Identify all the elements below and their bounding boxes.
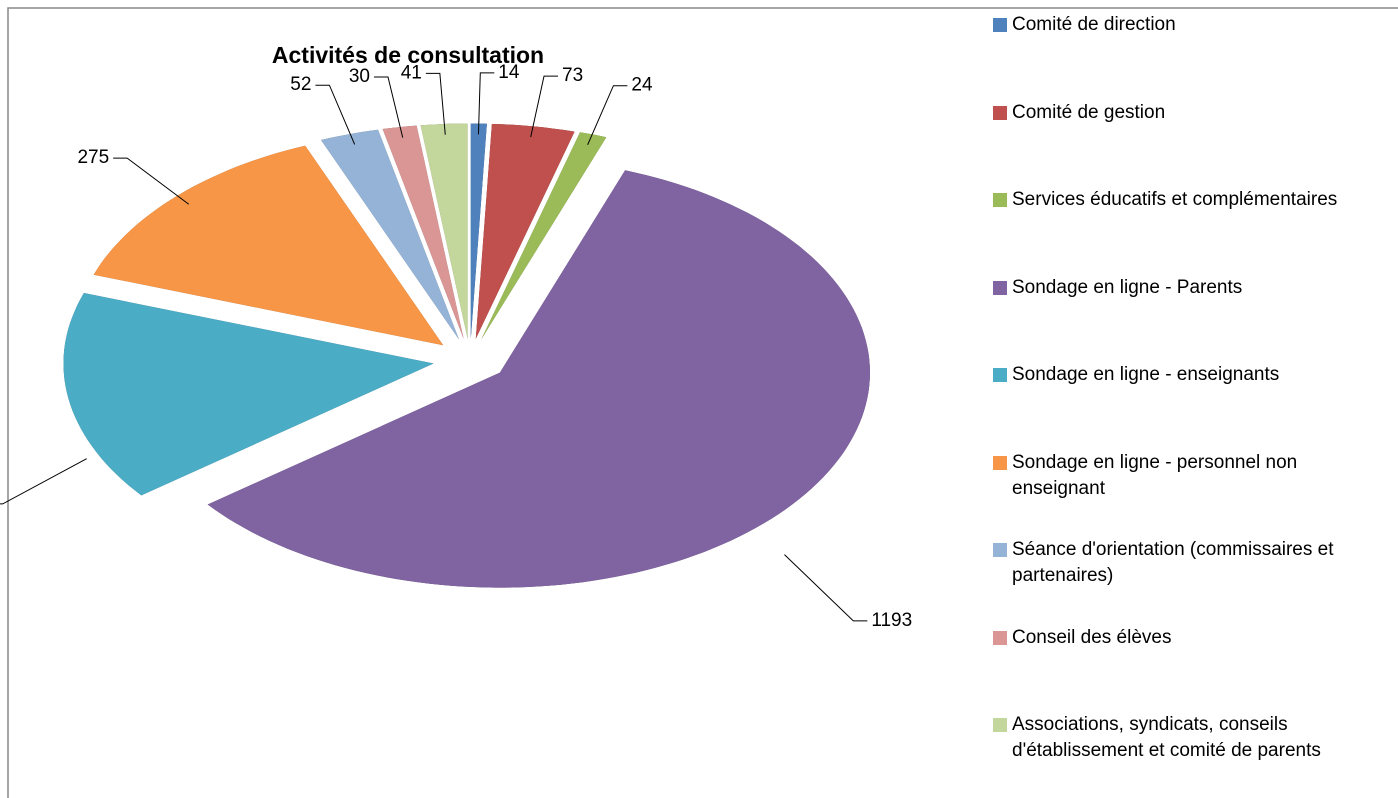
legend-item: Séance d'orientation (commissaires et pa… (990, 537, 1390, 589)
legend-swatch (993, 193, 1007, 207)
legend-label: Sondage en ligne - enseignants (1012, 364, 1280, 385)
data-label: 14 (498, 62, 520, 83)
leader-line (315, 84, 356, 145)
legend-label: Séance d'orientation (commissaires et pa… (1012, 539, 1334, 586)
legend-swatch (993, 368, 1007, 382)
legend-label: Conseil des élèves (1012, 626, 1172, 648)
slice (475, 124, 575, 339)
data-label: 30 (349, 66, 370, 87)
legend-swatch (993, 105, 1007, 120)
legend-swatch (993, 280, 1007, 295)
leader-line (425, 72, 446, 135)
legend-label: Services éducatifs et complémentaires (1012, 189, 1338, 210)
slice (470, 123, 487, 339)
legend-label: Comité de gestion (1012, 101, 1166, 123)
legend-item: Sondage en ligne - enseignants (990, 362, 1390, 388)
legend-item: Associations, syndicats, conseils d'étab… (990, 712, 1390, 764)
leader-line (784, 554, 868, 622)
legend-swatch (993, 18, 1007, 32)
data-label: 52 (290, 74, 311, 95)
legend-item: Sondage en ligne - personnel non enseign… (990, 450, 1390, 502)
legend-swatch (993, 630, 1007, 645)
slice (321, 129, 459, 340)
slice (207, 170, 870, 588)
data-label: 73 (562, 65, 583, 86)
leader-line (530, 75, 559, 138)
data-label: 24 (631, 75, 653, 96)
data-label: 1193 (871, 610, 912, 631)
frame (7, 7, 1398, 798)
slice (420, 123, 468, 339)
slice (481, 132, 607, 340)
leader-line (587, 85, 628, 146)
legend-item: Sondage en ligne - Parents (990, 275, 1390, 301)
legend-label: Sondage en ligne - personnel non enseign… (1012, 451, 1298, 499)
data-label: 275 (77, 147, 109, 168)
legend-item: Conseil des élèves (990, 625, 1390, 651)
legend-item: Comité de direction (990, 12, 1390, 38)
slice (63, 293, 434, 496)
leader-line (113, 157, 190, 205)
legend-swatch (993, 543, 1007, 557)
legend-swatch (993, 455, 1007, 470)
slice (382, 125, 464, 339)
slice (93, 145, 444, 346)
legend-label: Comité de direction (1012, 14, 1176, 35)
leader-line (0, 458, 87, 505)
legend-item: Comité de gestion (990, 100, 1390, 126)
legend-label: Sondage en ligne - Parents (1012, 276, 1243, 298)
legend-label: Associations, syndicats, conseils d'étab… (1012, 714, 1321, 761)
leader-line (477, 72, 495, 135)
leader-line (374, 76, 404, 138)
chart-title: Activités de consultation (272, 42, 544, 68)
legend-swatch (993, 718, 1007, 732)
legend-item: Services éducatifs et complémentaires (990, 187, 1390, 213)
data-label: 41 (401, 62, 422, 83)
